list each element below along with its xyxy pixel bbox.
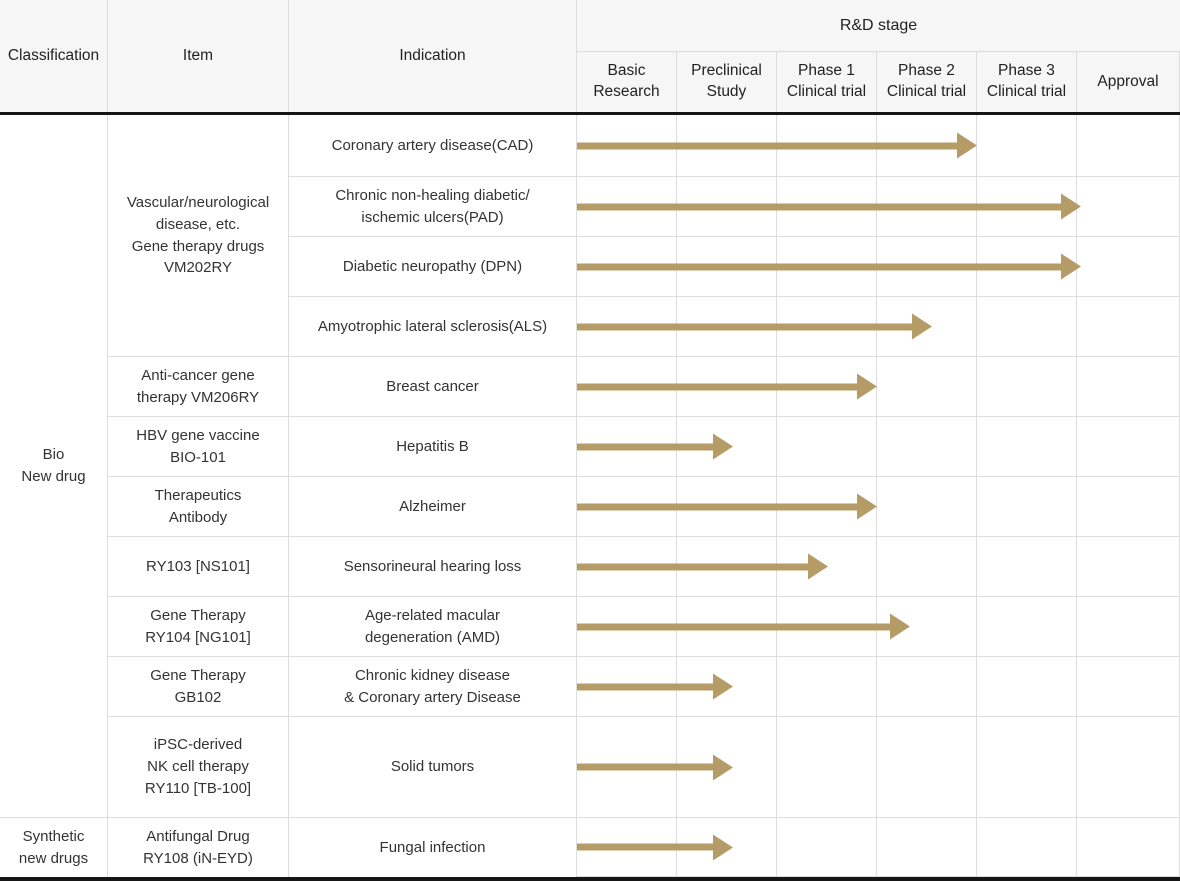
item-cell-ry110: iPSC-derived NK cell therapy RY110 [TB-1…	[108, 717, 289, 818]
col-header-indication: Indication	[289, 0, 577, 112]
table-body: Bio New drug Synthetic new drugs Vascula…	[0, 112, 1180, 881]
progress-arrow-dpn	[577, 263, 1061, 270]
indication-cell-amd: Age-related macular degeneration (AMD)	[289, 597, 577, 657]
progress-arrow-pad	[577, 203, 1061, 210]
progress-arrow-alzheimer	[577, 503, 857, 510]
progress-arrow-als	[577, 323, 912, 330]
classification-cell-bio-new-drug: Bio New drug	[0, 115, 108, 818]
stage-track-alzheimer	[577, 477, 1180, 537]
col-header-item: Item	[108, 0, 289, 112]
stage-track-pad	[577, 177, 1180, 237]
item-cell-bio-101: HBV gene vaccine BIO-101	[108, 417, 289, 477]
progress-arrow-solid-tumors	[577, 763, 713, 771]
classification-cell-synthetic-new-drugs: Synthetic new drugs	[0, 818, 108, 877]
stage-track-ckd	[577, 657, 1180, 717]
stage-track-amd	[577, 597, 1180, 657]
progress-arrow-fungal-infection	[577, 843, 713, 851]
item-cell-ry103: RY103 [NS101]	[108, 537, 289, 597]
col-header-preclinical-study: Preclinical Study	[677, 52, 777, 112]
stage-track-dpn	[577, 237, 1180, 297]
indication-cell-dpn: Diabetic neuropathy (DPN)	[289, 237, 577, 297]
item-cell-vm206ry: Anti-cancer gene therapy VM206RY	[108, 357, 289, 417]
stage-track-fungal-infection	[577, 818, 1180, 877]
progress-arrow-amd	[577, 623, 890, 630]
item-cell-gb102: Gene Therapy GB102	[108, 657, 289, 717]
item-cell-vm202ry: Vascular/neurological disease, etc. Gene…	[108, 115, 289, 357]
progress-arrow-cad	[577, 142, 957, 149]
item-cell-ry104: Gene Therapy RY104 [NG101]	[108, 597, 289, 657]
progress-arrow-hepatitis-b	[577, 443, 713, 450]
item-cell-ry108: Antifungal Drug RY108 (iN-EYD)	[108, 818, 289, 877]
rnd-stage-header-group: R&D stage Basic Research Preclinical Stu…	[577, 0, 1180, 112]
stage-track-breast-cancer	[577, 357, 1180, 417]
indication-cell-hearing-loss: Sensorineural hearing loss	[289, 537, 577, 597]
indication-cell-breast-cancer: Breast cancer	[289, 357, 577, 417]
progress-arrow-ckd	[577, 683, 713, 690]
col-header-approval: Approval	[1077, 52, 1180, 112]
col-header-classification: Classification	[0, 0, 108, 112]
col-header-rnd-stage: R&D stage	[577, 0, 1180, 52]
col-header-phase1: Phase 1 Clinical trial	[777, 52, 877, 112]
table-header: Classification Item Indication R&D stage…	[0, 0, 1180, 112]
indication-cell-alzheimer: Alzheimer	[289, 477, 577, 537]
stage-track-solid-tumors	[577, 717, 1180, 818]
item-cell-therapeutics-antibody: Therapeutics Antibody	[108, 477, 289, 537]
stage-subheaders: Basic Research Preclinical Study Phase 1…	[577, 52, 1180, 112]
indication-cell-cad: Coronary artery disease(CAD)	[289, 115, 577, 177]
progress-arrow-breast-cancer	[577, 383, 857, 390]
indication-cell-ckd: Chronic kidney disease & Coronary artery…	[289, 657, 577, 717]
stage-track-hearing-loss	[577, 537, 1180, 597]
indication-cell-hepatitis-b: Hepatitis B	[289, 417, 577, 477]
col-header-phase3: Phase 3 Clinical trial	[977, 52, 1077, 112]
indication-cell-fungal-infection: Fungal infection	[289, 818, 577, 877]
stage-track-hepatitis-b	[577, 417, 1180, 477]
indication-cell-solid-tumors: Solid tumors	[289, 717, 577, 818]
col-header-phase2: Phase 2 Clinical trial	[877, 52, 977, 112]
progress-arrow-hearing-loss	[577, 563, 808, 570]
indication-cell-pad: Chronic non-healing diabetic/ ischemic u…	[289, 177, 577, 237]
indication-cell-als: Amyotrophic lateral sclerosis(ALS)	[289, 297, 577, 357]
col-header-basic-research: Basic Research	[577, 52, 677, 112]
stage-track-cad	[577, 115, 1180, 177]
stage-track-als	[577, 297, 1180, 357]
